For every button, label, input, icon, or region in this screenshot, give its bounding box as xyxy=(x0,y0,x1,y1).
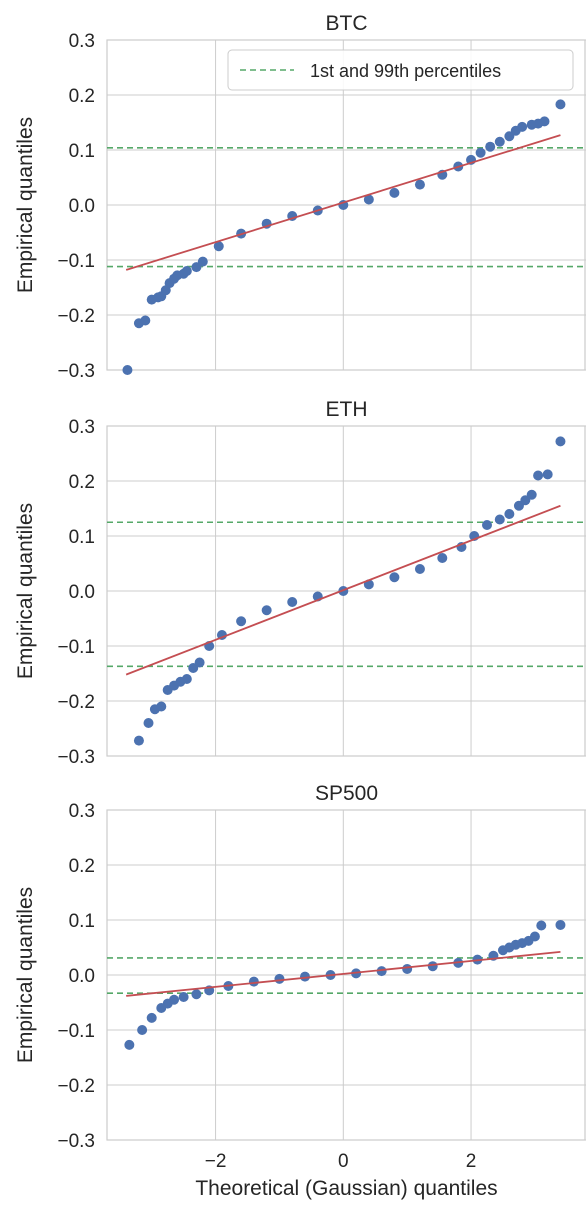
data-point xyxy=(122,365,133,375)
y-tick-label: 0.1 xyxy=(69,141,95,162)
data-point xyxy=(181,674,192,684)
y-tick-label: 0.0 xyxy=(69,582,95,603)
data-point xyxy=(526,489,537,500)
x-tick-label: −2 xyxy=(205,1151,227,1172)
data-point xyxy=(143,718,154,728)
data-point xyxy=(213,241,224,252)
data-point xyxy=(156,701,167,712)
data-point xyxy=(542,469,553,480)
data-point xyxy=(191,989,202,1000)
y-tick-label: 0.3 xyxy=(69,31,95,52)
y-tick-label: 0.2 xyxy=(69,86,95,107)
data-point xyxy=(194,657,205,668)
y-tick-label: −0.1 xyxy=(57,637,95,658)
data-point xyxy=(124,1039,135,1050)
axes-frame xyxy=(106,809,586,1141)
data-point xyxy=(517,121,528,132)
x-axis-label: Theoretical (Gaussian) quantiles xyxy=(195,1177,497,1200)
data-point xyxy=(178,992,189,1002)
x-tick-label: 2 xyxy=(466,1151,477,1172)
axes-frame xyxy=(106,39,586,371)
data-point xyxy=(389,572,400,583)
data-point xyxy=(389,187,400,198)
data-point xyxy=(504,509,515,519)
y-tick-label: −0.2 xyxy=(57,692,95,713)
data-point xyxy=(140,315,151,326)
data-point xyxy=(536,920,547,931)
legend-box xyxy=(227,49,574,91)
y-tick-label: −0.2 xyxy=(57,1076,95,1097)
data-point xyxy=(261,605,272,616)
data-point xyxy=(555,436,566,447)
data-point xyxy=(402,963,413,974)
data-point xyxy=(485,141,496,152)
data-point xyxy=(414,564,425,574)
y-tick-label: 0.0 xyxy=(69,966,95,987)
data-point xyxy=(427,961,438,972)
y-tick-label: −0.2 xyxy=(57,306,95,327)
axes-frame xyxy=(106,425,586,757)
data-point xyxy=(137,1025,148,1035)
data-point xyxy=(363,194,374,205)
y-tick-label: 0.1 xyxy=(69,911,95,932)
subplot-eth: −0.3 −0.2 −0.1 0.0 0.1 0.2 0.3 ETH Empirical qua… xyxy=(14,398,586,768)
data-point xyxy=(494,514,505,525)
data-point xyxy=(197,256,208,267)
data-point xyxy=(533,470,544,481)
panel-title: ETH xyxy=(326,398,368,421)
data-point xyxy=(494,136,505,147)
data-point xyxy=(475,147,486,158)
subplot-sp500: −0.3 −0.2 −0.1 0.0 0.1 0.2 0.3 −2 0 2 SP500 Empiric… xyxy=(14,782,586,1200)
data-point xyxy=(236,616,247,627)
legend-label: 1st and 99th percentiles xyxy=(310,61,501,81)
data-point xyxy=(376,966,387,977)
y-tick-label: −0.3 xyxy=(57,361,95,382)
fit-line xyxy=(125,504,561,676)
x-tick-label: 0 xyxy=(338,1151,349,1172)
data-point xyxy=(555,99,566,110)
data-point xyxy=(133,735,144,746)
y-tick-label: 0.2 xyxy=(69,856,95,877)
legend: 1st and 99th percentiles xyxy=(227,49,574,91)
y-tick-label: −0.1 xyxy=(57,1021,95,1042)
data-point xyxy=(414,179,425,190)
data-point xyxy=(482,520,493,530)
panel-title: BTC xyxy=(326,12,368,35)
data-point xyxy=(169,994,180,1005)
y-tick-label: 0.1 xyxy=(69,527,95,548)
y-tick-label: 0.2 xyxy=(69,472,95,493)
y-axis-label: Empirical quantiles xyxy=(14,503,37,679)
data-point xyxy=(437,553,448,563)
data-point xyxy=(299,971,310,982)
fit-line xyxy=(126,951,561,997)
y-tick-label: −0.3 xyxy=(57,1131,95,1152)
data-point xyxy=(248,976,259,987)
data-point xyxy=(529,931,540,942)
fit-line xyxy=(125,134,561,271)
data-point xyxy=(181,266,192,276)
y-axis-label: Empirical quantiles xyxy=(14,117,37,293)
y-tick-label: 0.0 xyxy=(69,196,95,217)
data-point xyxy=(274,973,285,984)
y-axis-label: Empirical quantiles xyxy=(14,887,37,1063)
data-point xyxy=(539,116,550,127)
y-tick-label: −0.1 xyxy=(57,251,95,272)
subplot-btc: −0.3 −0.2 −0.1 0.0 0.1 0.2 0.3 BTC Empirical qua… xyxy=(14,12,586,382)
data-point xyxy=(146,1012,157,1023)
panel-title: SP500 xyxy=(315,782,378,805)
y-tick-label: −0.3 xyxy=(57,747,95,768)
y-tick-label: 0.3 xyxy=(69,801,95,822)
y-tick-label: 0.3 xyxy=(69,417,95,438)
data-point xyxy=(555,919,566,930)
data-point xyxy=(287,597,298,607)
